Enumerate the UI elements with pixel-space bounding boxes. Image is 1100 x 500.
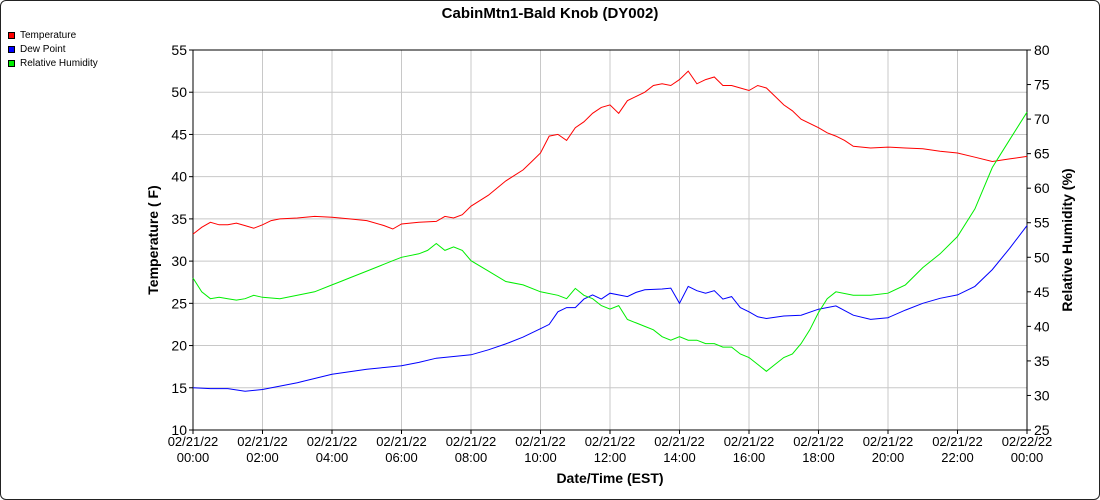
x-tick-label-time: 10:00 bbox=[524, 450, 557, 465]
y-tick-label-left: 45 bbox=[171, 126, 187, 142]
y-tick-label-left: 15 bbox=[171, 380, 187, 396]
legend-swatch-temperature bbox=[8, 31, 15, 39]
y-tick-label-right: 65 bbox=[1034, 146, 1050, 162]
legend-label-relative-humidity: Relative Humidity bbox=[20, 57, 98, 69]
series-line-relative-humidity bbox=[192, 111, 1028, 372]
x-axis-label: Date/Time (EST) bbox=[556, 470, 663, 486]
x-tick-label-date: 02/21/22 bbox=[793, 434, 844, 449]
y-tick-label-right: 45 bbox=[1034, 284, 1050, 300]
x-tick-label-date: 02/21/22 bbox=[376, 434, 427, 449]
x-tick-label-date: 02/21/22 bbox=[724, 434, 775, 449]
y-tick-label-right: 75 bbox=[1034, 77, 1050, 93]
legend-item-dew-point: Dew Point bbox=[8, 42, 98, 56]
y-tick-label-right: 50 bbox=[1034, 249, 1050, 265]
y-tick-label-left: 50 bbox=[171, 84, 187, 100]
chart-title: CabinMtn1-Bald Knob (DY002) bbox=[441, 5, 659, 22]
y-tick-label-right: 40 bbox=[1034, 318, 1050, 334]
x-tick-label-time: 14:00 bbox=[663, 450, 696, 465]
legend-swatch-dew-point bbox=[8, 45, 15, 53]
x-tick-label-date: 02/21/22 bbox=[168, 434, 219, 449]
x-tick-label-time: 08:00 bbox=[455, 450, 488, 465]
y-tick-label-left: 55 bbox=[171, 42, 187, 58]
y-tick-label-right: 60 bbox=[1034, 180, 1050, 196]
y-tick-label-left: 35 bbox=[171, 211, 187, 227]
y-tick-label-right: 35 bbox=[1034, 353, 1050, 369]
x-tick-label-time: 00:00 bbox=[1011, 450, 1044, 465]
x-tick-label-time: 16:00 bbox=[733, 450, 766, 465]
grid-lines bbox=[192, 49, 1028, 431]
y-tick-label-left: 25 bbox=[171, 295, 187, 311]
x-tick-label-date: 02/21/22 bbox=[307, 434, 358, 449]
x-tick-label-date: 02/21/22 bbox=[932, 434, 983, 449]
y-tick-label-right: 55 bbox=[1034, 215, 1050, 231]
series-lines bbox=[192, 70, 1028, 392]
x-tick-label-time: 04:00 bbox=[316, 450, 349, 465]
x-tick-label-date: 02/21/22 bbox=[237, 434, 288, 449]
y-tick-label-right: 25 bbox=[1034, 422, 1050, 438]
x-tick-label-time: 18:00 bbox=[802, 450, 835, 465]
y-axis-label-right: Relative Humidity (%) bbox=[1059, 168, 1075, 311]
legend-item-relative-humidity: Relative Humidity bbox=[8, 56, 98, 70]
y-tick-label-left: 40 bbox=[171, 169, 187, 185]
x-tick-label-date: 02/21/22 bbox=[863, 434, 914, 449]
legend-swatch-relative-humidity bbox=[8, 59, 15, 67]
x-tick-label-date: 02/22/22 bbox=[1002, 434, 1053, 449]
x-tick-label-date: 02/21/22 bbox=[446, 434, 497, 449]
x-tick-label-date: 02/21/22 bbox=[515, 434, 566, 449]
series-line-dew-point bbox=[192, 225, 1028, 392]
y-tick-label-right: 30 bbox=[1034, 387, 1050, 403]
x-tick-label-time: 12:00 bbox=[594, 450, 627, 465]
series-line-temperature bbox=[192, 70, 1028, 235]
x-tick-label-time: 20:00 bbox=[872, 450, 905, 465]
x-tick-label-time: 02:00 bbox=[246, 450, 279, 465]
x-tick-label-time: 22:00 bbox=[941, 450, 974, 465]
legend-item-temperature: Temperature bbox=[8, 28, 98, 42]
y-tick-label-right: 70 bbox=[1034, 111, 1050, 127]
x-tick-label-date: 02/21/22 bbox=[654, 434, 705, 449]
y-tick-label-left: 10 bbox=[171, 422, 187, 438]
legend-label-dew-point: Dew Point bbox=[20, 43, 66, 55]
legend: Temperature Dew Point Relative Humidity bbox=[8, 28, 98, 70]
x-tick-label-time: 00:00 bbox=[177, 450, 210, 465]
axes: 10 15 20 25 30 35 40 45 50 55 25 30 35 40 45 50 55 60 65 70… bbox=[168, 42, 1053, 465]
legend-label-temperature: Temperature bbox=[20, 29, 77, 41]
y-tick-label-right: 80 bbox=[1034, 42, 1050, 58]
x-tick-label-time: 06:00 bbox=[385, 450, 418, 465]
y-tick-label-left: 30 bbox=[171, 253, 187, 269]
y-tick-label-left: 20 bbox=[171, 338, 187, 354]
y-axis-label-left: Temperature ( F) bbox=[145, 185, 161, 294]
x-tick-label-date: 02/21/22 bbox=[585, 434, 636, 449]
